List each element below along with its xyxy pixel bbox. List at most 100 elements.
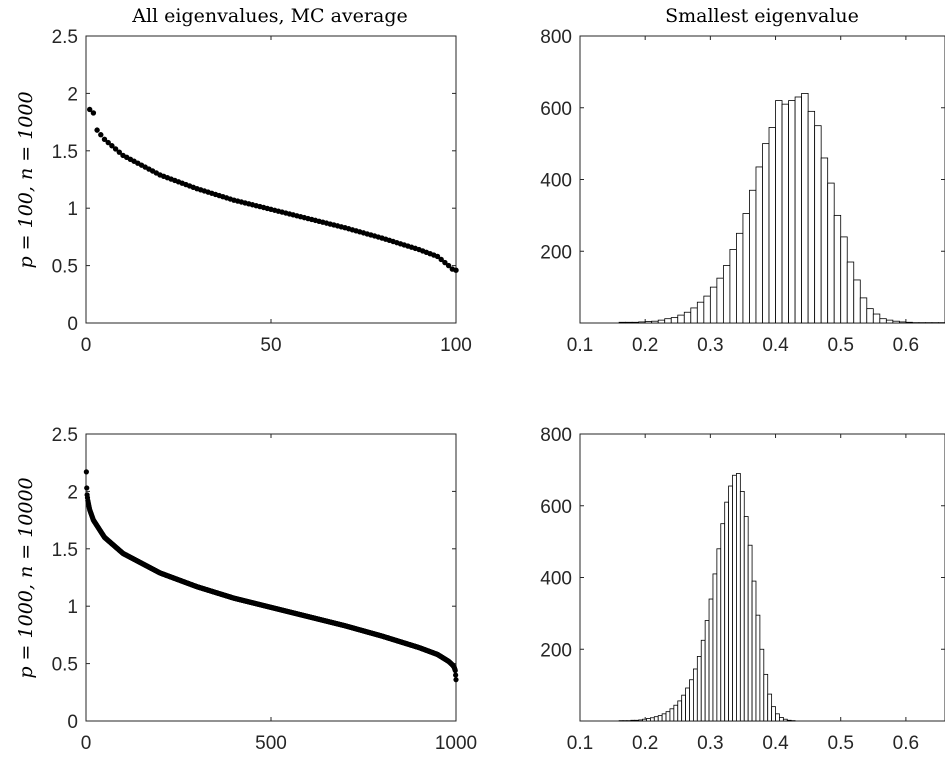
histogram-bar	[716, 548, 722, 722]
histogram-bar	[736, 473, 741, 722]
y-tick-label: 1	[67, 199, 78, 220]
histogram-bar	[742, 213, 750, 324]
data-point	[94, 127, 100, 133]
histogram-bar	[670, 317, 679, 324]
histogram-bar	[696, 301, 705, 324]
histogram-bar	[898, 321, 907, 324]
histogram-bar	[722, 265, 731, 324]
histogram-bar	[771, 706, 776, 722]
histogram-bar	[779, 717, 784, 722]
histogram-bar	[739, 490, 745, 722]
x-tick-label: 0.5	[828, 733, 854, 754]
histogram-bar	[644, 321, 653, 324]
histogram-bar	[625, 321, 633, 324]
histogram-bar	[866, 308, 874, 324]
histogram-bar	[716, 277, 724, 324]
histogram-bar	[763, 673, 769, 722]
histogram-bar	[689, 679, 694, 722]
plot-histogram-p1000: 0.1 0.2 0.3 0.4 0.5 0.6 200 400 600 800	[540, 425, 945, 754]
x-tick-label: 0.1	[567, 335, 593, 356]
histogram-bar	[743, 516, 749, 722]
y-tick-label: 0.5	[52, 655, 78, 676]
histogram-bar	[728, 485, 733, 722]
x-tick-label: 0	[81, 335, 92, 356]
histogram-bar	[755, 166, 763, 324]
histogram-bar	[724, 501, 730, 722]
chart-title-eigenvalues: All eigenvalues, MC average	[131, 5, 407, 27]
data-point	[105, 139, 111, 146]
plot-eigenvalues-p1000: 0 500 1000 0 0.5 1 1.5 2 2.5	[52, 425, 478, 754]
histogram-bar	[749, 189, 757, 324]
y-tick-label: 1	[67, 597, 78, 618]
histogram-bar	[638, 321, 646, 324]
y-tick-label: 1.5	[52, 540, 78, 561]
histogram-bar	[747, 544, 753, 722]
x-tick-label: 500	[255, 733, 287, 754]
histogram-bar	[879, 318, 887, 324]
histogram-bar	[693, 668, 698, 722]
chart-title-smallest: Smallest eigenvalue	[665, 5, 859, 27]
histogram-bar	[631, 321, 640, 324]
histogram-bar	[690, 307, 698, 324]
histogram-bar	[720, 523, 726, 722]
y-tick-label: 600	[540, 99, 572, 120]
axes-box	[85, 35, 457, 324]
x-tick-label: 0.6	[893, 733, 919, 754]
histogram-bar	[846, 261, 855, 324]
x-tick-label: 0.4	[762, 335, 789, 356]
data-point	[87, 106, 93, 113]
histogram-bar	[700, 639, 706, 722]
histogram-bar	[736, 232, 744, 324]
histogram-bar	[751, 580, 757, 722]
histogram-bar	[634, 719, 640, 722]
data-point	[101, 136, 108, 143]
histogram-bar	[661, 713, 667, 722]
histogram-bar	[696, 656, 702, 722]
x-tick-label: 0	[81, 733, 92, 754]
x-tick-label: 100	[440, 335, 472, 356]
data-point	[90, 110, 97, 116]
x-tick-label: 0.6	[893, 335, 919, 356]
x-tick-label: 50	[260, 335, 281, 356]
y-tick-label: 800	[540, 27, 572, 48]
data-point	[438, 256, 444, 263]
histogram-bar	[677, 314, 685, 324]
y-tick-label: 1.5	[52, 142, 78, 163]
histogram-bar	[905, 321, 913, 324]
y-axis-label-top: p = 100, n = 1000	[15, 91, 37, 268]
histogram-bar	[642, 718, 647, 722]
y-tick-label: 2.5	[52, 27, 78, 48]
histogram-bar	[708, 598, 714, 722]
histogram-bar	[646, 718, 651, 722]
histogram-bar	[657, 319, 666, 324]
data-point	[116, 149, 123, 155]
y-tick-label: 400	[540, 569, 572, 590]
data-point	[84, 485, 90, 491]
histogram-bar	[892, 320, 900, 324]
histogram-bar	[775, 713, 780, 722]
y-tick-label: 400	[540, 171, 572, 192]
data-point	[453, 677, 459, 683]
histogram-bar	[788, 100, 796, 324]
histogram-bar	[665, 711, 671, 722]
histogram-bar	[782, 718, 788, 722]
x-tick-label: 0.1	[567, 733, 593, 754]
histogram-bar	[669, 708, 675, 722]
y-tick-label: 2	[67, 482, 78, 503]
histogram-bar	[859, 297, 868, 324]
histogram-bar	[732, 474, 737, 722]
histogram-bar	[681, 694, 686, 722]
histogram-bar	[794, 96, 803, 324]
histogram-bar	[673, 704, 679, 722]
histogram-bar	[827, 182, 835, 324]
histogram-bar	[840, 236, 848, 324]
y-tick-label: 0	[67, 712, 78, 733]
histogram-bar	[853, 279, 861, 324]
histogram-bar	[685, 687, 690, 722]
histogram-bar	[762, 143, 770, 324]
data-point	[445, 262, 452, 269]
histogram-bar	[618, 321, 627, 324]
histogram-bar	[781, 103, 789, 324]
histogram-bar	[872, 313, 881, 324]
